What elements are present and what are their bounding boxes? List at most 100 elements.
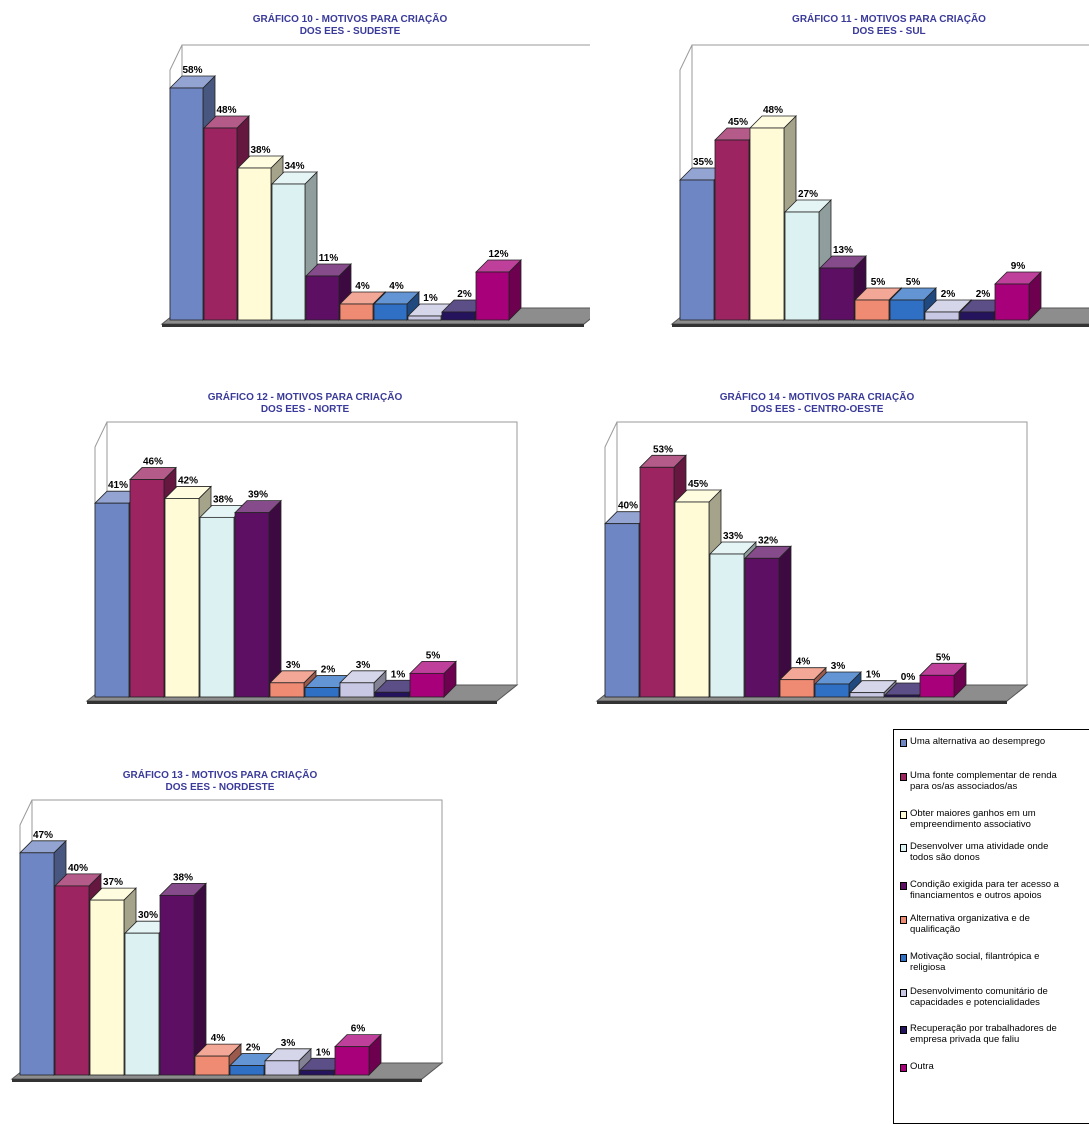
chart-title-sudeste: GRÁFICO 10 - MOTIVOS PARA CRIAÇÃO DOS EE…: [200, 14, 500, 38]
data-label: 53%: [653, 444, 673, 455]
bar-front: [339, 682, 375, 698]
bar-side: [268, 499, 282, 698]
legend-item: Recuperação por trabalhadores de empresa…: [900, 1023, 1057, 1045]
legend-label: Alternativa organizativa e de qualificaç…: [910, 913, 1030, 935]
data-label: 13%: [833, 245, 853, 256]
bar-side: [193, 882, 207, 1076]
data-label: 1%: [866, 670, 881, 681]
bar-front: [237, 167, 272, 321]
bar-front: [271, 183, 306, 321]
legend-swatch: [900, 811, 907, 819]
data-label: 32%: [758, 535, 778, 546]
bar-front: [374, 691, 410, 698]
data-label: 4%: [389, 281, 404, 292]
legend-swatch: [900, 989, 907, 997]
chart-sul: 35% 45% 48% 27% 13% 5% 5% 2% 2% 9%: [670, 44, 1089, 327]
data-label: 4%: [355, 281, 370, 292]
bar: [271, 171, 318, 321]
data-label: 37%: [103, 877, 123, 888]
bar-front: [924, 311, 960, 321]
chart-title-nordeste: GRÁFICO 13 - MOTIVOS PARA CRIAÇÃO DOS EE…: [70, 770, 370, 794]
bar-front: [714, 139, 750, 321]
bar-front: [409, 672, 445, 698]
chart-title-centro-oeste: GRÁFICO 14 - MOTIVOS PARA CRIAÇÃO DOS EE…: [667, 392, 967, 416]
data-label: 40%: [68, 863, 88, 874]
bar-front: [203, 127, 238, 321]
bar-front: [849, 692, 885, 698]
data-label: 45%: [728, 117, 748, 128]
bar-front: [169, 87, 204, 321]
bar-front: [19, 852, 55, 1076]
chart-floor-edge: [597, 701, 1007, 704]
data-label: 48%: [216, 105, 236, 116]
legend-swatch: [900, 882, 907, 890]
legend-item: Motivação social, filantrópica e religio…: [900, 951, 1039, 973]
data-label: 46%: [143, 457, 163, 468]
data-label: 4%: [796, 657, 811, 668]
data-label: 1%: [423, 293, 438, 304]
bar-front: [814, 683, 850, 698]
legend-swatch: [900, 1026, 907, 1034]
data-label: 39%: [248, 490, 268, 501]
bar-front: [264, 1060, 300, 1076]
data-label: 58%: [182, 65, 202, 76]
data-label: 27%: [798, 189, 818, 200]
data-label: 33%: [723, 531, 743, 542]
chart-norte: 41% 46% 42% 38% 39% 3% 2% 3% 1% 5%: [85, 421, 519, 704]
bar-front: [124, 932, 160, 1076]
bar: [784, 199, 832, 321]
bar: [919, 662, 967, 698]
legend-label: Obter maiores ganhos em um empreendiment…: [910, 808, 1036, 830]
legend-item: Desenvolvimento comunitário de capacidad…: [900, 986, 1048, 1008]
data-label: 2%: [321, 665, 336, 676]
bar-front: [334, 1046, 370, 1076]
bar-front: [339, 303, 374, 321]
data-label: 2%: [941, 289, 956, 300]
bar-front: [639, 466, 675, 698]
data-label: 1%: [316, 1047, 331, 1058]
data-label: 5%: [906, 277, 921, 288]
data-label: 45%: [688, 479, 708, 490]
bar-front: [299, 1069, 335, 1076]
data-label: 3%: [356, 660, 371, 671]
bar-front: [164, 498, 200, 698]
bar-front: [234, 512, 270, 698]
bar-front: [199, 516, 235, 698]
chart-title-line: GRÁFICO 12 - MOTIVOS PARA CRIAÇÃO: [207, 392, 403, 403]
bar: [744, 545, 792, 698]
bar-front: [854, 299, 890, 321]
bar-front: [709, 553, 745, 698]
data-label: 47%: [33, 830, 53, 841]
chart-title-line: DOS EES - CENTRO-OESTE: [750, 404, 884, 415]
legend-label: Desenvolvimento comunitário de capacidad…: [910, 986, 1048, 1008]
legend-item: Alternativa organizativa e de qualificaç…: [900, 913, 1030, 935]
bar-front: [475, 271, 510, 321]
legend-item: Desenvolver uma atividade onde todos são…: [900, 841, 1048, 863]
bar-front: [89, 899, 125, 1076]
data-label: 4%: [211, 1033, 226, 1044]
bar-front: [994, 283, 1030, 321]
legend-label: Uma alternativa ao desemprego: [910, 736, 1046, 747]
data-label: 40%: [618, 501, 638, 512]
legend-label: Recuperação por trabalhadores de empresa…: [910, 1023, 1057, 1045]
data-label: 41%: [108, 480, 128, 491]
bar-front: [749, 127, 785, 321]
data-label: 42%: [178, 475, 198, 486]
chart-centro-oeste: 40% 53% 45% 33% 32% 4% 3% 1% 0% 5%: [595, 421, 1029, 704]
bar: [234, 499, 282, 698]
data-label: 2%: [246, 1043, 261, 1054]
chart-title-sul: GRÁFICO 11 - MOTIVOS PARA CRIAÇÃO DOS EE…: [739, 14, 1039, 38]
chart-title-line: DOS EES - NORTE: [260, 404, 350, 415]
data-label: 3%: [281, 1038, 296, 1049]
chart-title-line: DOS EES - NORDESTE: [165, 782, 275, 793]
bar-front: [269, 682, 305, 698]
legend-label: Outra: [910, 1061, 934, 1072]
legend-swatch: [900, 844, 907, 852]
chart-floor-edge: [12, 1079, 422, 1082]
bar: [159, 882, 207, 1076]
bar: [334, 1033, 382, 1076]
bar-front: [194, 1055, 230, 1076]
chart-title-line: DOS EES - SUL: [852, 26, 926, 37]
bar-front: [305, 275, 340, 321]
bar-front: [744, 557, 780, 698]
